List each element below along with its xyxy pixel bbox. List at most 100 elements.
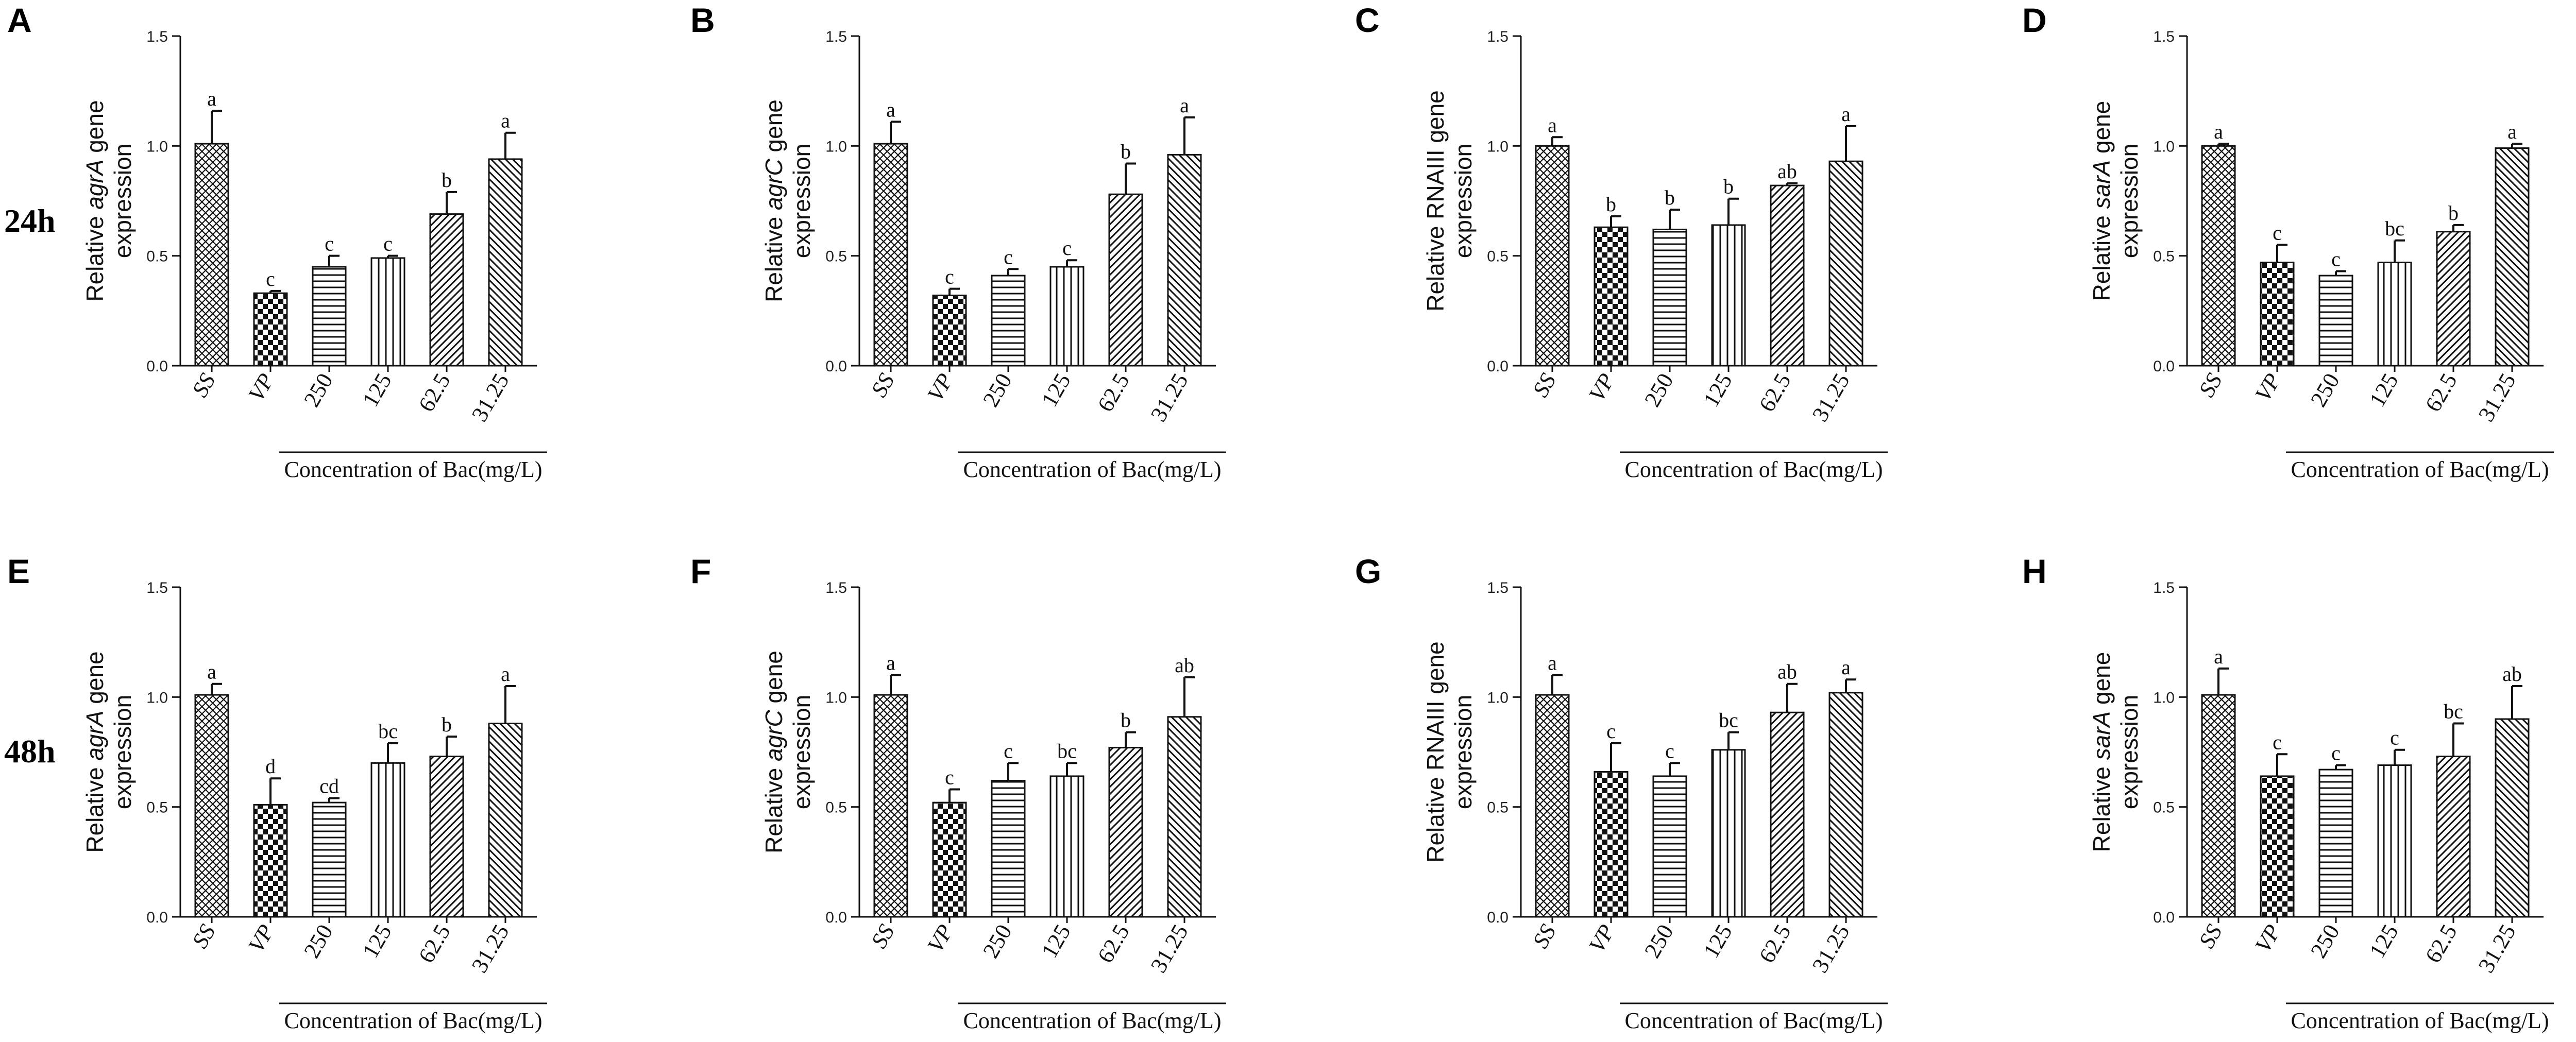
panel-c-ytick-label-0: 0.0	[1487, 358, 1509, 375]
panel-f-ytick-label-2: 1.0	[825, 689, 847, 706]
panel-g-ytick-label-1: 0.5	[1487, 799, 1509, 816]
panel-h-category-label-4: 62.5	[2420, 920, 2462, 967]
panel-d-category-label-1: VP	[2250, 369, 2285, 406]
panel-d-ytick-label-0: 0.0	[2153, 358, 2175, 375]
panel-f-ytick-label-0: 0.0	[825, 909, 847, 926]
panel-a-bar-5	[488, 158, 523, 367]
panel-d-bar-5	[2495, 147, 2530, 367]
panel-h-category-label-2: 250	[2306, 920, 2344, 963]
panel-f-ytick-label-3: 1.5	[825, 579, 847, 596]
panel-h-group-label: Concentration of Bac(mg/L)	[2291, 1008, 2549, 1033]
panel-d-ytick-label-1: 0.5	[2153, 248, 2175, 265]
panel-b-category-label-4: 62.5	[1093, 369, 1134, 416]
panel-b-group-label: Concentration of Bac(mg/L)	[963, 457, 1222, 482]
panel-c-group-label: Concentration of Bac(mg/L)	[1625, 457, 1883, 482]
panel-d-sig-letter-0: a	[2214, 120, 2223, 143]
panel-g-ytick-label-0: 0.0	[1487, 909, 1509, 926]
panel-b-ytick-label-2: 1.0	[825, 138, 847, 155]
panel-b-category-label-0: SS	[866, 369, 899, 402]
panel-a-ytick-label-3: 1.5	[146, 28, 168, 45]
panel-c-bar-2	[1652, 228, 1687, 367]
panel-a-letter: A	[7, 1, 32, 39]
panel-g-bar-4	[1770, 711, 1805, 918]
panel-f-sig-letter-4: b	[1121, 709, 1131, 732]
panel-b-sig-letter-0: a	[886, 98, 895, 121]
panel-c-sig-letter-1: b	[1606, 193, 1616, 216]
panel-c-category-label-1: VP	[1584, 369, 1619, 406]
panel-e-sig-letter-5: a	[501, 662, 510, 686]
panel-b-bar-2	[991, 275, 1026, 367]
panel-c-ytick-label-3: 1.5	[1487, 28, 1509, 45]
panel-d-ytick-label-2: 1.0	[2153, 138, 2175, 155]
panel-f-ylabel-line2: expression	[788, 695, 815, 809]
panel-a-category-label-3: 125	[358, 369, 396, 412]
panel-g-sig-letter-4: ab	[1777, 660, 1797, 684]
panel-g-group-label: Concentration of Bac(mg/L)	[1625, 1008, 1883, 1033]
panel-c-ytick-label-1: 0.5	[1487, 248, 1509, 265]
panel-h-sig-letter-1: c	[2273, 730, 2282, 754]
panel-d-bar-2	[2318, 275, 2353, 367]
panel-d-sig-letter-4: b	[2448, 201, 2459, 225]
row-label-48h: 48h	[4, 733, 56, 770]
panel-a-category-label-1: VP	[243, 369, 279, 406]
panel-a-ylabel-line2: expression	[109, 144, 136, 258]
panel-f-letter: F	[690, 552, 711, 590]
panel-e-bar-2	[312, 801, 347, 918]
panel-f-ytick-label-1: 0.5	[825, 799, 847, 816]
panel-e-ylabel-post: gene	[81, 651, 108, 710]
panel-c-category-label-3: 125	[1698, 369, 1737, 412]
panel-f-sig-letter-0: a	[886, 652, 895, 675]
panel-d-sig-letter-3: bc	[2385, 217, 2404, 240]
panel-f-bar-4	[1108, 746, 1143, 918]
panel-b-category-label-1: VP	[922, 369, 958, 406]
panel-a-group-label: Concentration of Bac(mg/L)	[284, 457, 543, 482]
panel-c-bar-3	[1711, 224, 1746, 367]
panel-a-sig-letter-3: c	[383, 232, 393, 255]
panel-b-bar-1	[932, 294, 967, 367]
panel-g-sig-letter-0: a	[1548, 652, 1557, 675]
panel-e-sig-letter-2: cd	[319, 775, 339, 798]
panel-a-category-label-2: 250	[299, 369, 337, 412]
panel-c-ytick-label-2: 1.0	[1487, 138, 1509, 155]
panel-e-group-label: Concentration of Bac(mg/L)	[284, 1008, 543, 1033]
panel-g-category-label-5: 31.25	[1807, 920, 1855, 977]
panel-a-sig-letter-2: c	[325, 232, 334, 255]
panel-g-letter: G	[1355, 552, 1381, 590]
panel-b-ytick-label-1: 0.5	[825, 248, 847, 265]
panel-f-bar-1	[932, 801, 967, 918]
panel-c-bar-5	[1828, 160, 1863, 367]
panel-b-sig-letter-1: c	[945, 265, 954, 288]
panel-d-ylabel-line2: expression	[2116, 144, 2143, 258]
panel-h-category-label-1: VP	[2250, 920, 2285, 957]
panel-c-bar-1	[1594, 226, 1629, 367]
panel-g-bar-0	[1535, 694, 1570, 918]
panel-f-bar-0	[873, 694, 908, 918]
panel-e-bar-4	[429, 756, 464, 918]
panel-b-bar-4	[1108, 193, 1143, 367]
panel-h-ytick-label-3: 1.5	[2153, 579, 2175, 596]
panel-h-ylabel-post: gene	[2088, 652, 2115, 711]
panel-f-category-label-2: 250	[978, 920, 1016, 963]
panel-f-sig-letter-3: bc	[1057, 739, 1077, 762]
panel-d-group-label: Concentration of Bac(mg/L)	[2291, 457, 2549, 482]
panel-d-category-label-2: 250	[2306, 369, 2344, 412]
panel-d-ylabel-pre: Relative	[2088, 209, 2115, 301]
panel-e-ytick-label-1: 0.5	[146, 799, 168, 816]
panel-a-bar-4	[429, 213, 464, 367]
panel-b-sig-letter-2: c	[1004, 245, 1013, 268]
panel-g-bar-5	[1828, 692, 1863, 918]
panel-h-sig-letter-5: ab	[2502, 662, 2522, 686]
panel-h-sig-letter-2: c	[2331, 742, 2341, 765]
panel-e-sig-letter-4: b	[442, 713, 452, 736]
panel-a-sig-letter-4: b	[442, 168, 452, 192]
panel-c-bar-4	[1770, 184, 1805, 367]
panel-e-category-label-5: 31.25	[467, 920, 514, 977]
panel-e-category-label-4: 62.5	[414, 920, 455, 967]
panel-d-sig-letter-5: a	[2507, 120, 2517, 143]
panel-d-ylabel-post: gene	[2088, 101, 2115, 160]
panel-a-ylabel-pre: Relative	[81, 210, 108, 302]
panel-c-ylabel-pre: Relative RNAIII gene	[1422, 90, 1449, 312]
panel-g-ytick-label-2: 1.0	[1487, 689, 1509, 706]
